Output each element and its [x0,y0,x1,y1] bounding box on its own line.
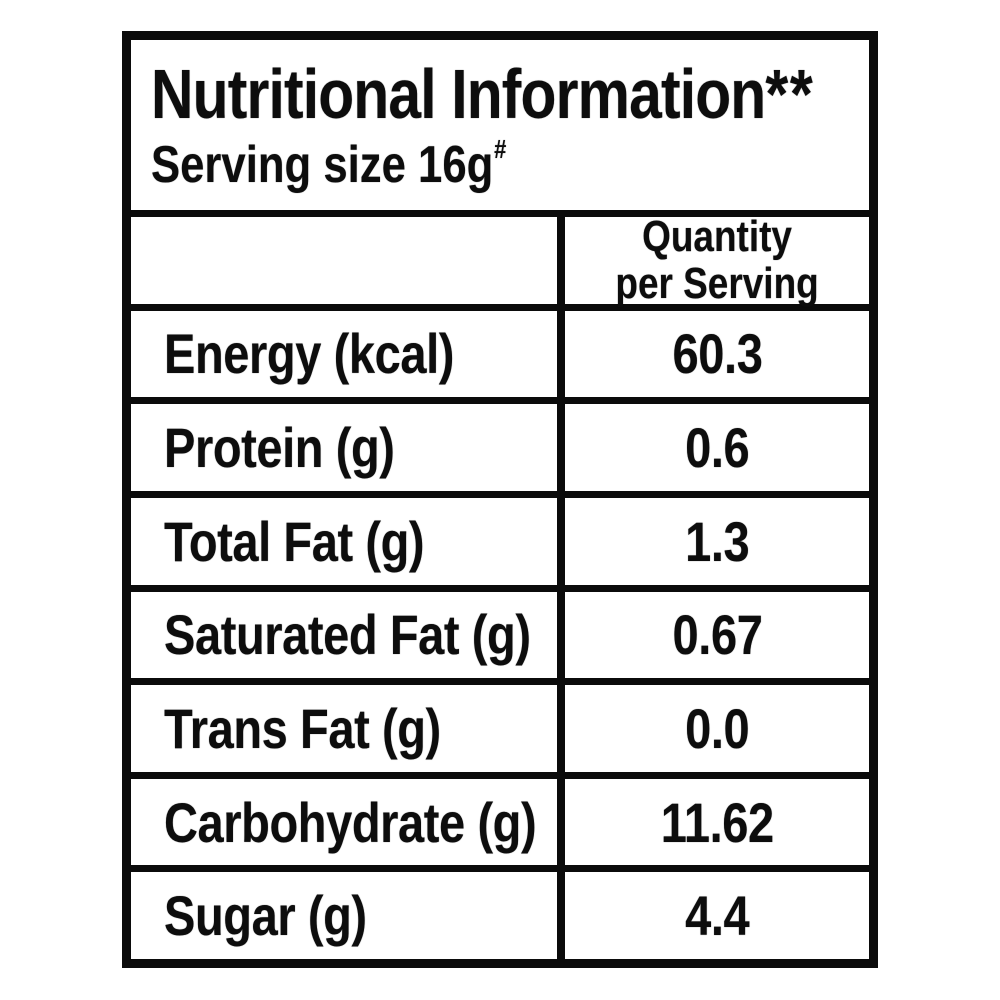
nutrient-row-trans-fat: Trans Fat (g) 0.0 [131,678,869,772]
nutrient-name: Trans Fat (g) [164,696,441,760]
nutrient-name: Saturated Fat (g) [164,603,531,667]
nutrient-name: Carbohydrate (g) [164,790,537,854]
nutrient-row-protein: Protein (g) 0.6 [131,397,869,491]
serving-size-text: Serving size 16g [151,136,494,194]
nutrient-value: 60.3 [672,322,762,386]
serving-text-wrap: Serving size 16g# [151,136,506,194]
nutrient-name-cell: Saturated Fat (g) [131,592,557,679]
nutrition-label-table: Nutritional Information** Serving size 1… [122,31,878,968]
nutrient-value-cell: 1.3 [557,497,869,585]
nutrient-row-total-fat: Total Fat (g) 1.3 [131,490,869,585]
nutrient-value: 11.62 [660,790,774,854]
nutrient-name-cell: Energy (kcal) [131,311,557,398]
column-header-empty-cell [131,217,557,304]
label-title: Nutritional Information [151,55,766,133]
nutrient-name: Energy (kcal) [164,322,454,386]
serving-size-line: Serving size 16g# [151,136,869,194]
column-header-cell: Quantity per Serving [557,213,869,307]
nutrient-row-carbohydrate: Carbohydrate (g) 11.62 [131,771,869,866]
nutrient-value-cell: 0.67 [557,591,869,679]
nutrient-value-cell: 0.0 [557,685,869,772]
column-header-row: Quantity per Serving [131,210,869,307]
title-text-wrap: Nutritional Information** [151,59,814,129]
nutrient-name-cell: Carbohydrate (g) [131,779,557,866]
nutrient-name-cell: Total Fat (g) [131,498,557,585]
label-title-line: Nutritional Information** [151,59,869,129]
nutrient-name-cell: Trans Fat (g) [131,685,557,772]
quantity-per-serving-header: Quantity per Serving [615,213,818,308]
nutrient-row-sugar: Sugar (g) 4.4 [131,865,869,959]
nutrient-name-cell: Protein (g) [131,404,557,491]
nutrient-value: 0.0 [684,696,750,760]
column-header-line1: Quantity [642,211,792,261]
nutrient-name-cell: Sugar (g) [131,872,557,959]
nutrient-value: 0.67 [672,603,762,667]
nutrient-row-saturated-fat: Saturated Fat (g) 0.67 [131,584,869,679]
nutrient-name: Total Fat (g) [164,509,425,573]
nutrient-value: 1.3 [684,509,750,573]
nutrient-value-cell: 60.3 [557,310,869,398]
label-title-block: Nutritional Information** Serving size 1… [131,40,869,210]
column-header-line2: per Serving [615,259,819,309]
title-footnote-marks: ** [765,55,815,133]
nutrient-value: 4.4 [684,884,750,948]
nutrient-value-cell: 4.4 [557,872,869,959]
serving-size-superscript: # [494,134,507,164]
nutrient-value-cell: 0.6 [557,404,869,491]
nutrient-value-cell: 11.62 [557,778,869,866]
nutrient-name: Protein (g) [164,416,395,480]
nutrient-name: Sugar (g) [164,884,367,948]
nutrient-row-energy: Energy (kcal) 60.3 [131,303,869,398]
nutrient-value: 0.6 [684,416,750,480]
